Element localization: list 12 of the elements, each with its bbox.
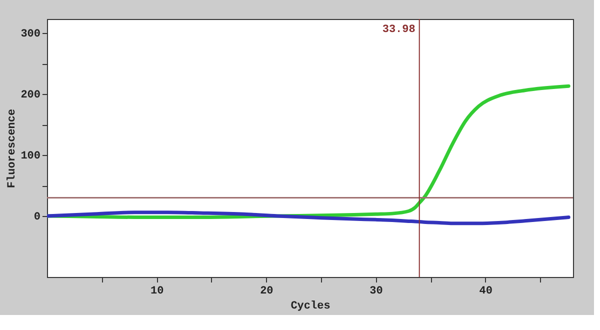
y-axis-title: Fluorescence (6, 108, 19, 188)
x-tick-label: 30 (370, 286, 383, 298)
y-tick-label: 0 (34, 212, 40, 224)
x-axis-title: Cycles (290, 300, 330, 312)
ref-line-label: 33.98 (382, 24, 416, 36)
y-tick-label: 100 (20, 150, 40, 163)
x-tick-label: 20 (260, 286, 274, 298)
y-tick-label: 300 (20, 28, 40, 41)
x-tick-label: 40 (479, 286, 492, 298)
y-tick-label: 200 (20, 90, 40, 102)
line-series (47, 210, 570, 226)
x-tick-label: 10 (150, 286, 164, 298)
